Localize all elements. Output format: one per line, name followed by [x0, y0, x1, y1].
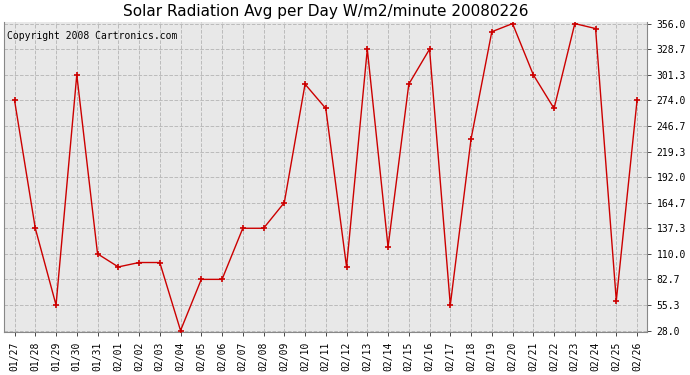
Title: Solar Radiation Avg per Day W/m2/minute 20080226: Solar Radiation Avg per Day W/m2/minute …	[123, 4, 529, 19]
Text: Copyright 2008 Cartronics.com: Copyright 2008 Cartronics.com	[8, 31, 178, 41]
